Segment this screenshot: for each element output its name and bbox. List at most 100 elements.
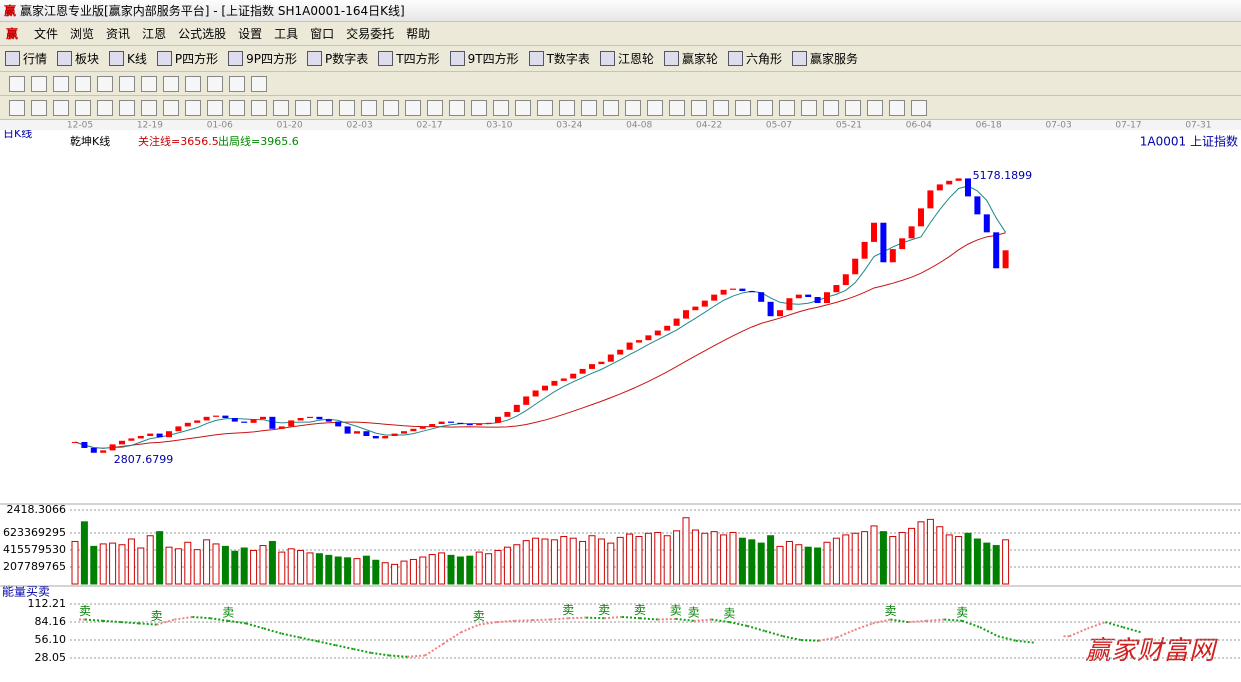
tool-icon[interactable] <box>471 99 487 116</box>
toolbar-button[interactable]: 六角形 <box>723 50 787 67</box>
candle <box>269 416 276 429</box>
tool-icon[interactable] <box>581 99 597 116</box>
tool-icon[interactable] <box>229 75 245 92</box>
tool-icon[interactable] <box>97 75 113 92</box>
toolbar-button[interactable]: T数字表 <box>524 50 595 67</box>
volume-bar <box>917 521 925 585</box>
date-label: 12-19 <box>137 121 163 131</box>
tool-icon[interactable] <box>449 99 465 116</box>
toolbar-button[interactable]: P四方形 <box>152 50 223 67</box>
toolbar-button[interactable]: K线 <box>104 50 152 67</box>
toolbar-button[interactable]: 江恩轮 <box>595 50 659 67</box>
toolbar-button[interactable]: 赢家服务 <box>787 50 863 67</box>
tool-icon[interactable] <box>779 99 795 116</box>
tool-icon[interactable] <box>97 99 113 116</box>
menu-item[interactable]: 公式选股 <box>178 27 227 41</box>
candle <box>560 378 567 381</box>
menu-item[interactable]: 江恩 <box>142 27 167 41</box>
tool-icon[interactable] <box>251 75 267 92</box>
tool-icon[interactable] <box>75 75 91 92</box>
volume-bar <box>992 545 1000 585</box>
tool-icon[interactable] <box>801 99 817 116</box>
tool-icon[interactable] <box>119 75 135 92</box>
tool-icon[interactable] <box>9 75 25 92</box>
tool-icon[interactable] <box>559 99 575 116</box>
volume-max-label: 2418.3066 <box>7 503 67 516</box>
tool-icon[interactable] <box>141 75 157 92</box>
tool-icon[interactable] <box>53 75 69 92</box>
candle <box>786 298 793 311</box>
tool-icon[interactable] <box>911 99 927 116</box>
tool-icon[interactable] <box>251 99 267 116</box>
tool-icon[interactable] <box>735 99 751 116</box>
toolbar-button[interactable]: T四方形 <box>373 50 444 67</box>
energy-segment <box>764 630 784 638</box>
energy-segment <box>872 618 891 625</box>
menu-item[interactable]: 窗口 <box>310 27 335 41</box>
tool-icon[interactable] <box>295 99 311 116</box>
sell-signal: 卖 <box>670 603 682 617</box>
volume-bar <box>522 540 530 585</box>
volume-bar <box>362 555 370 585</box>
tool-icon[interactable] <box>361 99 377 116</box>
toolbar-button[interactable]: 板块 <box>52 50 104 67</box>
date-label: 02-03 <box>347 121 373 131</box>
candle <box>955 178 962 181</box>
tool-icon[interactable] <box>31 99 47 116</box>
menu-item[interactable]: 交易委托 <box>346 27 395 41</box>
tool-icon[interactable] <box>713 99 729 116</box>
toolbar-button[interactable]: 赢家轮 <box>659 50 723 67</box>
tool-icon[interactable] <box>339 99 355 116</box>
tool-icon[interactable] <box>229 99 245 116</box>
toolbar-button[interactable]: P数字表 <box>302 50 373 67</box>
tool-icon[interactable] <box>691 99 707 116</box>
tool-icon[interactable] <box>163 75 179 92</box>
energy-segment <box>514 619 533 622</box>
menu-item[interactable]: 浏览 <box>70 27 95 41</box>
energy-segment <box>263 627 283 635</box>
tool-icon[interactable] <box>163 99 179 116</box>
tool-icon[interactable] <box>845 99 861 116</box>
tool-icon[interactable] <box>537 99 553 116</box>
tool-icon[interactable] <box>31 75 47 92</box>
tool-icon[interactable] <box>53 99 69 116</box>
menu-item[interactable]: 工具 <box>274 27 299 41</box>
tool-icon[interactable] <box>427 99 443 116</box>
tool-icon[interactable] <box>823 99 839 116</box>
menu-item[interactable]: 资讯 <box>106 27 131 41</box>
tool-icon[interactable] <box>603 99 619 116</box>
toolbar: 行情 板块 K线 P四方形 9P四方形 P数字表 T四方形 9T四方形 T数字表 江恩轮 赢家轮 六角… <box>0 46 1241 72</box>
tool-icon[interactable] <box>493 99 509 116</box>
menu-item[interactable]: 帮助 <box>406 27 431 41</box>
tool-icon[interactable] <box>669 99 685 116</box>
candle <box>805 294 812 298</box>
tool-icon[interactable] <box>119 99 135 116</box>
volume-bar <box>823 541 831 585</box>
tool-icon[interactable] <box>185 75 201 92</box>
tool-icon[interactable] <box>647 99 663 116</box>
volume-bar <box>231 550 239 585</box>
tool-icon[interactable] <box>515 99 531 116</box>
tool-icon[interactable] <box>75 99 91 116</box>
tool-icon[interactable] <box>9 99 25 116</box>
toolbar-button[interactable]: 9P四方形 <box>223 50 302 67</box>
tool-icon[interactable] <box>185 99 201 116</box>
menu-item[interactable]: 文件 <box>34 27 59 41</box>
volume-bar <box>597 538 605 585</box>
tool-icon[interactable] <box>141 99 157 116</box>
tool-icon[interactable] <box>207 99 223 116</box>
menu-item[interactable]: 设置 <box>238 27 263 41</box>
tool-icon[interactable] <box>207 75 223 92</box>
tool-icon[interactable] <box>405 99 421 116</box>
toolbar-button[interactable]: 行情 <box>0 50 52 67</box>
tool-icon[interactable] <box>757 99 773 116</box>
toolbar-icon <box>791 51 807 66</box>
tool-icon[interactable] <box>625 99 641 116</box>
tool-icon[interactable] <box>383 99 399 116</box>
tool-icon[interactable] <box>273 99 289 116</box>
menu-bar: 赢 文件 浏览 资讯 江恩 公式选股 设置 工具 窗口 交易委托 帮助 <box>0 22 1241 46</box>
toolbar-button[interactable]: 9T四方形 <box>445 50 524 67</box>
tool-icon[interactable] <box>867 99 883 116</box>
tool-icon[interactable] <box>317 99 333 116</box>
tool-icon[interactable] <box>889 99 905 116</box>
